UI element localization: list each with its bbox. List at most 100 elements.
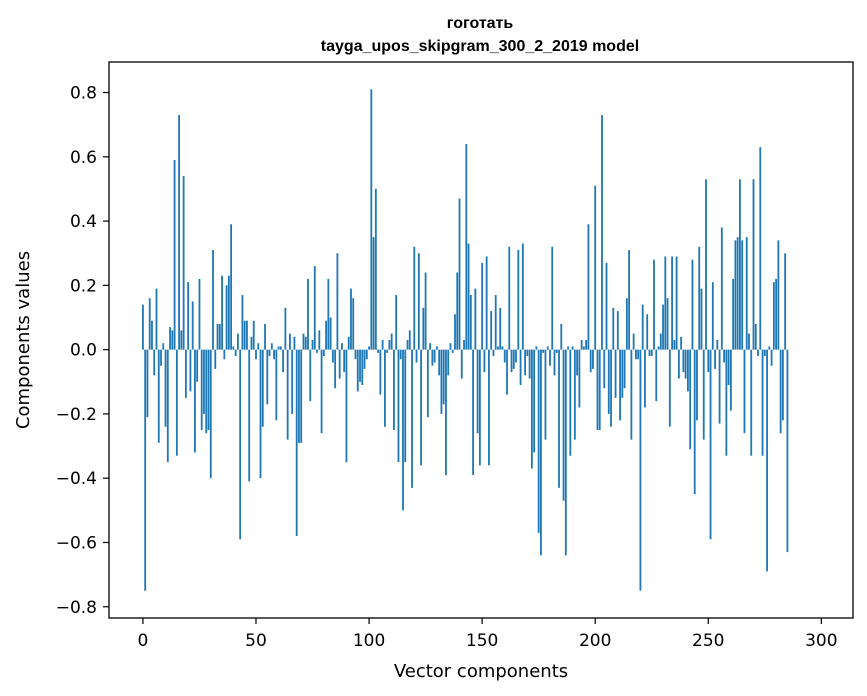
bar-component-14	[173, 160, 176, 350]
bar-component-47	[248, 349, 251, 482]
y-tick-label: 0.6	[70, 148, 97, 168]
bar-component-123	[420, 349, 422, 466]
bar-component-250	[707, 349, 710, 373]
bar-component-263	[736, 237, 739, 350]
bar-component-149	[478, 349, 481, 466]
bar-component-262	[734, 240, 737, 350]
bar-component-127	[429, 343, 432, 350]
bar-component-99	[365, 349, 368, 360]
bar-component-32	[214, 349, 217, 369]
bar-component-42	[237, 333, 239, 350]
bar-component-265	[741, 240, 744, 350]
bar-component-254	[716, 340, 719, 350]
bar-component-128	[431, 349, 434, 366]
bar-component-183	[555, 349, 558, 353]
bar-component-247	[700, 288, 703, 350]
bar-component-227	[655, 349, 658, 402]
bar-component-74	[309, 349, 312, 402]
bar-component-217	[632, 333, 635, 350]
bar-component-1	[144, 349, 147, 591]
bar-component-107	[383, 349, 386, 427]
bar-component-252	[711, 282, 714, 350]
bar-component-66	[291, 349, 294, 414]
bar-component-62	[282, 349, 285, 373]
x-tick-label: 0	[138, 631, 149, 651]
bar-component-175	[537, 349, 540, 533]
bar-component-206	[607, 349, 610, 414]
bar-component-248	[702, 349, 705, 440]
bar-component-16	[178, 115, 181, 350]
bar-component-285	[786, 349, 789, 553]
bar-component-7	[157, 349, 160, 443]
bar-component-215	[628, 250, 631, 350]
bar-component-109	[388, 340, 391, 350]
bar-component-10	[164, 349, 167, 427]
y-tick-label: 0.8	[70, 84, 97, 104]
bar-component-209	[614, 349, 617, 398]
bar-component-37	[225, 285, 228, 350]
bar-component-132	[440, 349, 443, 414]
bar-component-256	[720, 227, 723, 350]
bar-component-181	[551, 246, 554, 350]
bar-component-116	[404, 349, 407, 463]
bar-component-70	[300, 349, 303, 443]
bar-component-242	[689, 349, 692, 450]
bar-component-223	[646, 314, 649, 350]
bar-component-207	[610, 349, 612, 427]
bar-component-145	[469, 295, 472, 350]
bar-component-155	[492, 349, 495, 357]
bar-component-261	[732, 278, 735, 350]
bar-component-98	[363, 349, 366, 369]
bar-component-94	[354, 349, 357, 360]
bar-component-86	[336, 253, 339, 350]
bar-component-82	[327, 278, 330, 350]
bar-component-246	[698, 246, 701, 350]
bar-component-106	[381, 340, 384, 350]
bar-component-196	[585, 340, 588, 350]
bar-component-92	[350, 288, 352, 350]
bar-component-154	[490, 311, 493, 350]
bar-component-68	[295, 349, 298, 537]
x-tick-label: 250	[692, 631, 724, 651]
bar-component-8	[160, 349, 162, 366]
bar-component-100	[368, 346, 370, 350]
bar-component-31	[212, 250, 214, 350]
bar-component-11	[166, 349, 169, 463]
bar-component-143	[465, 143, 468, 350]
bar-component-87	[338, 349, 341, 379]
bar-component-146	[472, 349, 474, 475]
y-tick-label: 0.4	[70, 212, 97, 232]
bar-component-131	[438, 349, 441, 376]
bar-component-0	[142, 304, 144, 350]
bar-component-18	[182, 176, 185, 350]
bar-component-182	[553, 349, 556, 376]
bar-component-101	[370, 89, 373, 350]
bar-component-218	[635, 349, 637, 360]
bar-component-56	[268, 349, 271, 357]
bar-component-238	[680, 336, 683, 350]
bar-component-234	[671, 256, 673, 350]
bar-component-203	[601, 115, 603, 350]
bar-component-60	[277, 346, 280, 350]
bar-component-49	[252, 320, 255, 350]
bar-component-52	[259, 349, 262, 479]
bar-component-33	[216, 323, 219, 350]
bar-component-126	[426, 349, 429, 418]
bar-component-38	[227, 275, 230, 350]
bar-component-193	[578, 349, 581, 408]
bar-component-75	[311, 340, 314, 350]
bar-component-2	[146, 349, 149, 418]
bar-component-137	[451, 349, 454, 353]
bar-component-80	[322, 349, 325, 357]
bar-component-228	[657, 346, 660, 350]
bar-component-15	[175, 349, 178, 456]
bar-component-121	[415, 349, 418, 363]
bar-component-160	[503, 349, 506, 363]
chart-title-line2: tayga_upos_skipgram_300_2_2019 model	[321, 38, 639, 55]
bars-group	[142, 89, 789, 591]
bar-component-136	[449, 343, 452, 350]
bar-component-67	[293, 336, 296, 350]
bar-component-135	[447, 349, 450, 376]
bar-component-233	[668, 349, 671, 427]
bar-component-71	[302, 333, 305, 350]
